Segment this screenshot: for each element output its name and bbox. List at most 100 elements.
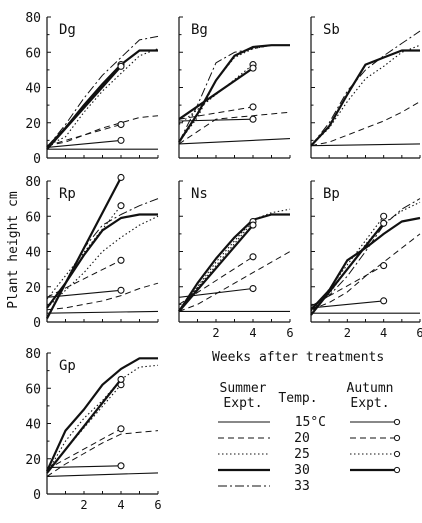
y-tick-label: 40 [25, 418, 41, 433]
panels-layer: 0 20 40 60 80 Dg Bg Sb 0 20 40 60 80 Rp 2 4 6 Ns 2 4 6 Bp 0 20 4… [25, 11, 422, 512]
y-tick-label: 40 [25, 246, 41, 261]
series-summer-33 [178, 44, 290, 143]
series-autumn-25 [178, 221, 254, 311]
panel-title: Bg [191, 22, 208, 38]
panel-title: Bp [323, 186, 340, 202]
autumn-endpoint-marker [249, 64, 257, 72]
legend-temp-25: 25 [294, 447, 310, 462]
series-autumn-15 [178, 118, 254, 122]
legend-temp-15: 15°C [295, 415, 326, 430]
autumn-endpoint-marker [249, 115, 257, 123]
y-tick-label: 0 [33, 488, 41, 503]
panel-bp: 2 4 6 Bp [310, 180, 422, 340]
y-tick-label: 20 [25, 453, 41, 468]
series-summer-25 [46, 48, 159, 147]
series-autumn-30 [46, 65, 122, 150]
x-tick-label: 6 [154, 498, 161, 512]
autumn-endpoint-marker [117, 120, 125, 129]
y-tick-label: 20 [25, 117, 41, 132]
x-tick-label: 2 [80, 498, 87, 512]
panel-sb: Sb [310, 16, 421, 159]
series-summer-20 [310, 101, 421, 147]
autumn-endpoint-marker [380, 262, 388, 270]
series-autumn-30 [46, 378, 122, 474]
y-tick-label: 60 [25, 46, 41, 61]
series-autumn-20 [178, 106, 254, 120]
y-tick-label: 0 [33, 316, 41, 331]
series-autumn-25 [310, 215, 385, 314]
y-tick-label: 60 [25, 382, 41, 397]
y-tick-label: 20 [25, 281, 41, 296]
series-summer-30 [46, 213, 158, 309]
series-summer-15 [46, 472, 159, 477]
legend-autumn-20-marker [393, 434, 401, 442]
series-summer-25 [310, 44, 421, 147]
autumn-endpoint-marker [380, 297, 388, 305]
series-summer-15 [178, 138, 291, 145]
series-autumn-30 [46, 176, 122, 320]
panel-dg: 0 20 40 60 80 Dg [25, 11, 159, 167]
series-summer-30 [310, 49, 420, 147]
series-summer-25 [178, 208, 291, 312]
series-autumn-20 [46, 124, 122, 147]
x-tick-label: 2 [212, 326, 219, 340]
legend-autumn-header-2: Expt. [350, 396, 389, 411]
series-summer-25 [46, 215, 159, 309]
series-summer-20 [46, 282, 159, 311]
x-tick-label: 2 [344, 326, 351, 340]
autumn-endpoint-marker [117, 462, 125, 470]
panel-title: Rp [59, 186, 76, 202]
legend-autumn-25-marker [393, 450, 401, 458]
panel-bg: Bg [178, 16, 291, 159]
autumn-endpoint-marker [117, 136, 125, 144]
autumn-endpoint-marker [380, 219, 388, 227]
series-autumn-25 [46, 205, 122, 300]
series-autumn-30 [178, 67, 254, 121]
series-summer-25 [310, 201, 421, 312]
series-summer-15 [310, 143, 421, 147]
x-tick-label: 4 [117, 498, 124, 512]
autumn-endpoint-marker [117, 286, 125, 294]
series-autumn-20 [46, 259, 122, 298]
series-summer-30 [46, 49, 158, 149]
y-tick-label: 80 [25, 11, 41, 26]
y-tick-label: 80 [25, 175, 41, 190]
panel-ns: 2 4 6 Ns [178, 180, 294, 340]
x-tick-label: 6 [416, 326, 422, 340]
series-autumn-30 [178, 224, 254, 313]
autumn-endpoint-marker [117, 375, 125, 383]
autumn-endpoint-marker [117, 256, 125, 264]
series-summer-15 [46, 310, 159, 314]
autumn-endpoint-marker [117, 173, 125, 182]
autumn-endpoint-marker [249, 284, 257, 293]
autumn-endpoint-marker [249, 221, 257, 229]
y-tick-label: 80 [25, 347, 41, 362]
panel-title: Sb [323, 22, 340, 38]
panel-gp: 0 20 40 60 80 2 4 6 Gp [25, 347, 161, 512]
panel-title: Dg [59, 22, 76, 38]
y-tick-label: 40 [25, 82, 41, 97]
x-tick-label: 4 [249, 326, 256, 340]
series-summer-20 [178, 251, 291, 312]
series-autumn-20 [46, 428, 122, 470]
y-tick-label: 0 [33, 152, 41, 167]
series-summer-30 [178, 44, 290, 143]
legend-autumn-header-1: Autumn [347, 381, 394, 396]
autumn-endpoint-marker [249, 253, 257, 261]
legend-autumn-15-marker [393, 418, 401, 426]
series-summer-33 [310, 30, 421, 147]
series-summer-30 [178, 213, 290, 313]
legend-autumn-30-marker [393, 466, 401, 474]
x-tick-label: 4 [380, 326, 387, 340]
series-autumn-15 [46, 139, 122, 148]
series-summer-25 [178, 44, 290, 143]
legend: Summer Expt. Temp. Autumn Expt. 15°C 20 … [218, 381, 401, 494]
autumn-endpoint-marker [249, 103, 257, 111]
legend-temp-30: 30 [294, 463, 310, 478]
legend-summer-header-1: Summer [220, 381, 267, 396]
y-tick-label: 60 [25, 210, 41, 225]
x-axis-label: Weeks after treatments [212, 350, 384, 365]
series-summer-25 [46, 364, 159, 474]
